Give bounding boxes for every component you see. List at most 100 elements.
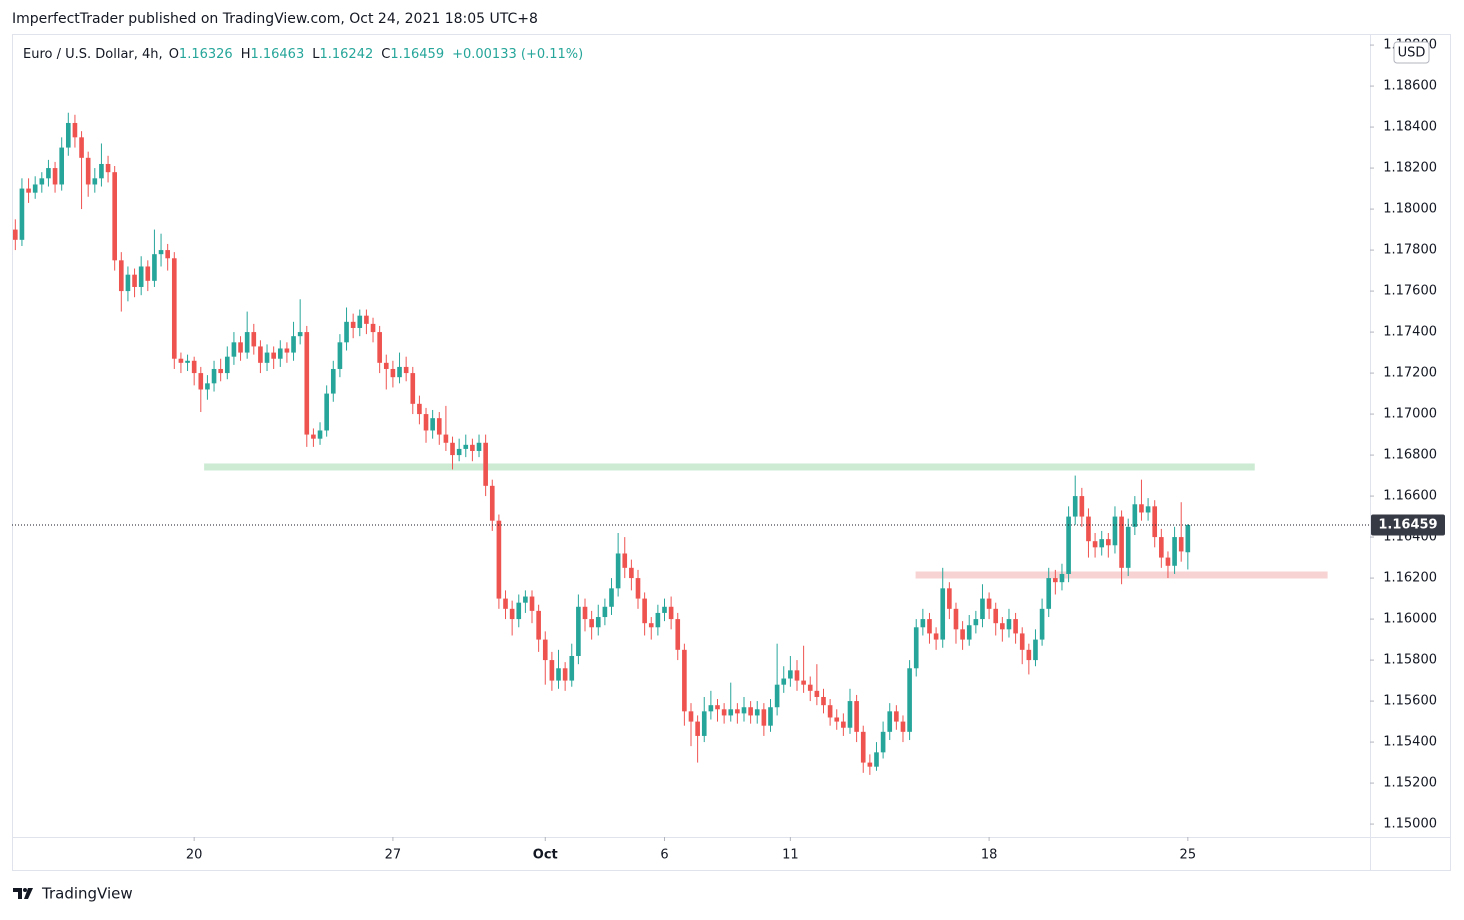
candle-body [913, 627, 919, 669]
candle-body [655, 612, 661, 628]
y-tick-label: 1.16000 [1383, 612, 1437, 627]
candle-body [165, 250, 170, 259]
legend-key: O [169, 47, 179, 62]
legend-value: 1.16242 [319, 47, 373, 62]
currency-box[interactable] [1393, 41, 1430, 64]
y-tick-label: 1.15200 [1383, 776, 1437, 791]
y-tick-label: 1.16600 [1383, 489, 1437, 504]
candle-body [761, 709, 767, 726]
candle-body [715, 705, 720, 710]
y-tick-label: 1.17200 [1383, 366, 1437, 381]
candle-body [19, 188, 25, 240]
y-tick-label: 1.15000 [1383, 817, 1437, 832]
candle-body [344, 321, 349, 343]
last-price-label: 1.16459 [1378, 517, 1437, 532]
candle-body [32, 184, 38, 193]
candle-body [264, 352, 270, 363]
legend-change: +0.00133 (+0.11%) [452, 47, 583, 62]
candle-body [191, 360, 197, 374]
candle-body [701, 711, 707, 736]
candle-body [609, 588, 614, 607]
x-tick-label: 20 [186, 848, 203, 863]
candle-body [377, 332, 382, 363]
currency-label[interactable]: USD [1398, 46, 1426, 61]
footer-logo: TradingView [13, 885, 133, 903]
candle-body [370, 323, 376, 333]
candle-body [1066, 516, 1071, 574]
candle-body [357, 315, 363, 328]
x-tick-label: Oct [533, 848, 558, 863]
candle-body [1039, 608, 1045, 640]
candle-body [450, 442, 455, 456]
candle-body [311, 434, 316, 439]
candle-body [52, 168, 58, 185]
candle-body [337, 342, 343, 369]
candle-body [158, 250, 164, 255]
legend-key: C [381, 47, 390, 62]
candle-body [1106, 539, 1111, 546]
candle-body [801, 680, 806, 685]
candle-body [615, 553, 621, 589]
candle-body [549, 660, 555, 681]
candle-body [46, 168, 51, 179]
candle-body [662, 606, 667, 613]
candle-body [947, 588, 952, 609]
candle-body [986, 598, 992, 609]
candle-body [403, 366, 409, 374]
byline: ImperfectTrader published on TradingView… [12, 11, 538, 27]
candle-body [1086, 516, 1091, 542]
candle-body [198, 373, 204, 390]
candle-body [397, 366, 402, 378]
candle-body [1172, 537, 1177, 566]
candle-body [523, 596, 528, 603]
candle-body [774, 684, 780, 708]
candle-body [854, 701, 859, 732]
candle-body [1000, 623, 1005, 630]
candle-body [1159, 537, 1164, 558]
candle-body [695, 721, 700, 736]
candle-body [291, 336, 296, 353]
x-tick-label: 18 [981, 848, 998, 863]
candle-body [417, 403, 422, 415]
candle-body [125, 274, 131, 292]
candle-body [390, 368, 396, 378]
candle-body [682, 649, 687, 712]
candle-body [920, 619, 926, 628]
candle-body [728, 709, 734, 716]
candle-body [1072, 496, 1078, 517]
candle-body [576, 606, 581, 656]
candle-body [410, 373, 416, 404]
candle-body [330, 368, 336, 394]
legend-value: 1.16463 [250, 47, 304, 62]
candle-body [953, 608, 959, 630]
plot-area [12, 112, 1370, 775]
y-tick-label: 1.17400 [1383, 325, 1437, 340]
candle-body [629, 567, 634, 579]
candle-body [470, 444, 475, 451]
candle-body [430, 418, 435, 431]
y-tick-label: 1.17800 [1383, 243, 1437, 258]
candle-body [244, 332, 250, 353]
candle-body [993, 608, 999, 624]
candle-body [635, 578, 641, 599]
candle-body [960, 629, 965, 640]
candle-body [847, 701, 853, 728]
candle-body [721, 709, 727, 716]
candle-body [443, 434, 449, 443]
candle-body [284, 348, 290, 353]
candle-body [1026, 649, 1032, 661]
candle-body [708, 705, 714, 712]
candle-body [841, 721, 846, 728]
candle-body [152, 254, 157, 281]
y-tick-label: 1.18200 [1383, 161, 1437, 176]
candle-body [496, 520, 502, 599]
candle-body [1079, 496, 1085, 517]
y-tick-label: 1.18600 [1383, 79, 1437, 94]
horizontal-zone [204, 463, 1255, 471]
candle-body [529, 596, 535, 611]
candle-body [1053, 578, 1058, 583]
x-tick-label: 11 [782, 848, 799, 863]
candle-body [1099, 539, 1105, 548]
candle-body [423, 414, 429, 431]
candle-body [1119, 516, 1124, 568]
